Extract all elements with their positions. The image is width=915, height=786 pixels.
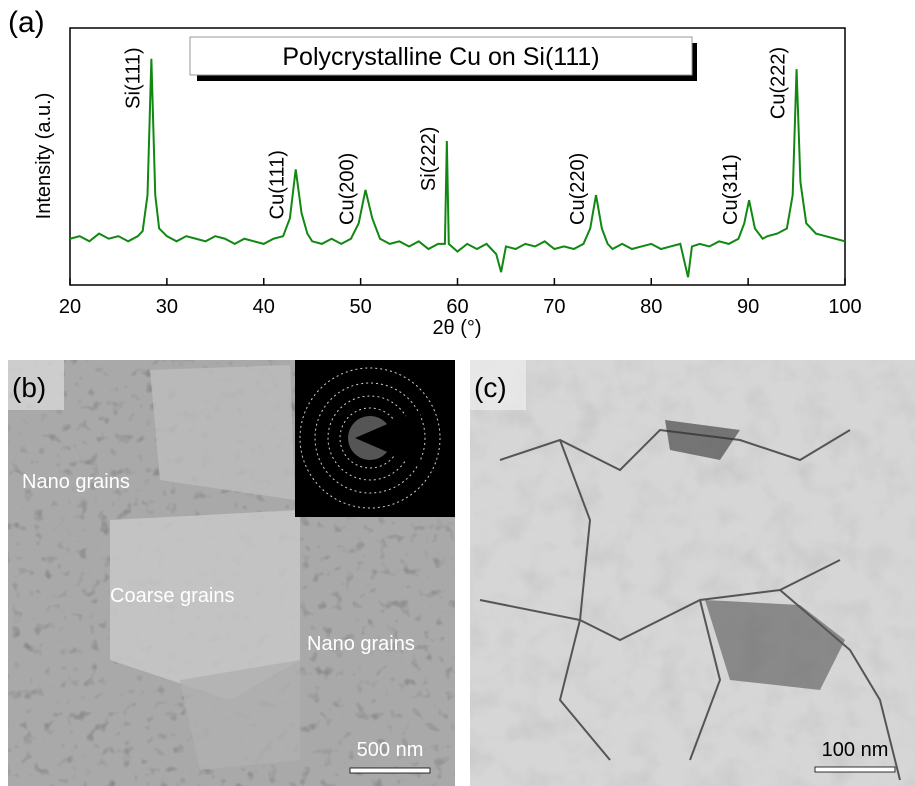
peak-label: Cu(200) (336, 153, 358, 225)
x-tick-label: 30 (156, 296, 178, 318)
plot: 20 30 40 50 60 70 80 90 100 Si(111) Cu(111) Cu(200)… (59, 47, 862, 318)
peak-label: Si(222) (418, 127, 440, 191)
figure: (a) Polycrystalline Cu on Si(111) 2θ (°)… (0, 0, 915, 786)
x-tick-label: 20 (59, 296, 81, 318)
scale-bar-label: 100 nm (822, 739, 889, 761)
peak-label: Cu(111) (267, 150, 289, 219)
panel-c: (c) 100 nm (470, 360, 915, 786)
peak-label: Cu(311) (720, 154, 742, 225)
chart-title: Polycrystalline Cu on Si(111) (282, 43, 599, 71)
scale-bar (815, 767, 895, 772)
x-tick-label: 40 (253, 296, 275, 318)
coarse-grain (150, 365, 295, 500)
panel-b: (b) Nano grains Coarse grains Nano grain… (8, 360, 455, 786)
x-axis-label: 2θ (°) (432, 317, 481, 339)
scale-bar (350, 768, 430, 773)
peak-label: Si(111) (122, 47, 144, 109)
scale-bar-label: 500 nm (357, 739, 424, 761)
panel-label: (a) (8, 6, 45, 39)
x-tick-label: 80 (640, 296, 662, 318)
x-tick-label: 60 (446, 296, 468, 318)
annotation: Nano grains (307, 633, 415, 655)
panel-label: (c) (474, 372, 507, 403)
x-tick-label: 90 (737, 296, 759, 318)
annotation: Nano grains (22, 471, 130, 493)
x-tick-label: 70 (543, 296, 565, 318)
x-tick-label: 100 (828, 296, 861, 318)
annotation: Coarse grains (110, 585, 235, 607)
peak-label: Cu(222) (768, 47, 790, 119)
peak-label: Cu(220) (567, 153, 589, 225)
y-axis-label: Intensity (a.u.) (33, 93, 55, 220)
x-tick-label: 50 (350, 296, 372, 318)
panel-label: (b) (12, 372, 46, 403)
